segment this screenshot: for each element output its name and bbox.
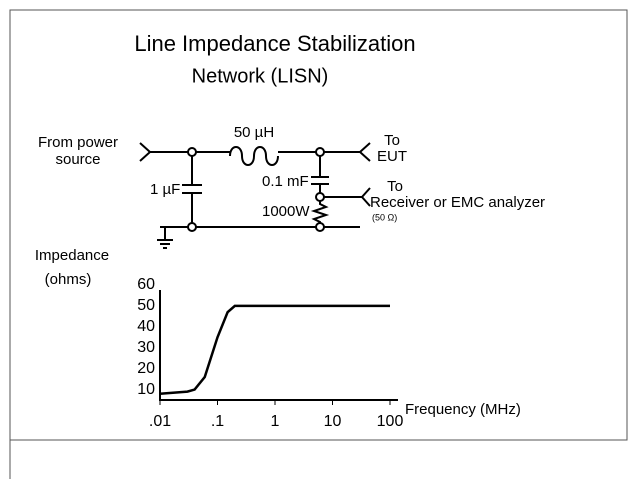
x-axis-label: Frequency (MHz) [405, 401, 521, 418]
x-tick-label: 10 [324, 413, 342, 430]
label: To [387, 178, 403, 195]
x-tick-label: 100 [377, 413, 404, 430]
node [315, 147, 325, 157]
label: To [384, 132, 400, 149]
y-tick-label: 20 [137, 360, 155, 377]
node [315, 222, 325, 232]
label: 0.1 mF [262, 173, 309, 190]
label: source [55, 151, 100, 168]
y-tick-label: 30 [137, 339, 155, 356]
label: 1000W [262, 203, 310, 220]
inductor [229, 146, 279, 166]
label: From power [38, 134, 118, 151]
x-tick-label: .01 [149, 413, 171, 430]
top-wire [139, 142, 360, 162]
y-tick-label: 50 [137, 297, 155, 314]
circuit: From power source 50 µH 1 µF 0.1 mF 1000… [38, 124, 545, 249]
frame [9, 9, 628, 479]
capacitor-1 [182, 152, 202, 227]
y-tick-label: 60 [137, 276, 155, 293]
label: (50 Ω) [372, 212, 397, 222]
label: EUT [377, 148, 407, 165]
label: 1 µF [150, 181, 180, 198]
eut-arrow [358, 142, 371, 162]
label: Receiver or EMC analyzer [370, 194, 545, 211]
node [187, 147, 197, 157]
label: 50 µH [234, 124, 274, 141]
ground [157, 227, 173, 249]
y-axis-label: (ohms) [45, 271, 92, 288]
y-tick-label: 40 [137, 318, 155, 335]
node [315, 192, 325, 202]
y-tick-label: 10 [137, 381, 155, 398]
x-tick-label: .1 [211, 413, 224, 430]
x-tick-label: 1 [271, 413, 280, 430]
impedance-curve [159, 304, 390, 395]
y-axis-label: Impedance [35, 247, 109, 264]
node [187, 222, 197, 232]
subtitle: Network (LISN) [192, 65, 329, 87]
capacitor-resistor-branch [310, 152, 371, 227]
title: Line Impedance Stabilization [134, 31, 415, 56]
